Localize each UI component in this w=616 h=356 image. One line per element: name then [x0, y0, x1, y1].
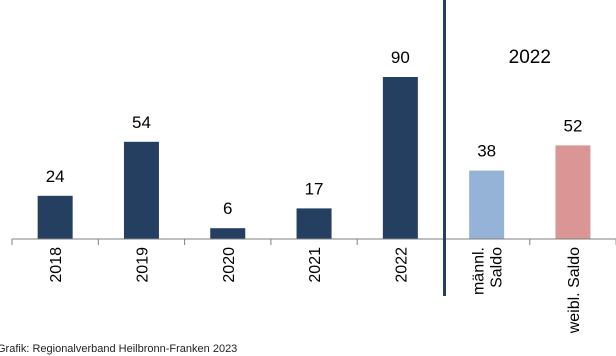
value-label-3: 17 — [305, 179, 324, 198]
bar-6 — [555, 145, 591, 239]
tick-label-0-line-0: 2018 — [48, 247, 65, 283]
tick-label-1-line-0: 2019 — [134, 247, 151, 283]
value-label-2: 6 — [223, 199, 232, 218]
group-label: 2022 — [509, 47, 551, 68]
bar-3 — [296, 208, 332, 239]
value-label-1: 54 — [132, 113, 151, 132]
tick-label-2: 2020 — [221, 247, 238, 283]
tick-label-6-line-0: weibl. Saldo — [566, 247, 583, 334]
tick-label-6: weibl. Saldo — [566, 247, 583, 334]
bar-5 — [469, 170, 505, 239]
tick-label-3: 2021 — [307, 247, 324, 283]
tick-label-1: 2019 — [134, 247, 151, 283]
tick-label-5-line-1: Saldo — [489, 247, 506, 288]
tick-label-3-line-0: 2021 — [307, 247, 324, 283]
tick-label-5: männl. Saldo — [471, 247, 506, 295]
bar-0 — [37, 195, 73, 239]
x-axis-ticks — [11, 239, 616, 245]
source-note: Grafik: Regionalverband Heilbronn-Franke… — [0, 343, 238, 355]
value-label-6: 52 — [563, 116, 582, 135]
tick-label-0: 2018 — [48, 247, 65, 283]
bars — [37, 77, 591, 239]
bar-2 — [210, 228, 246, 239]
bar-4 — [382, 77, 418, 239]
tick-label-2-line-0: 2020 — [221, 247, 238, 283]
value-label-5: 38 — [477, 142, 496, 161]
tick-label-5-line-0: männl. — [471, 247, 488, 295]
tick-label-4: 2022 — [393, 247, 410, 283]
bar-1 — [123, 141, 159, 239]
x-axis-tick-labels: 2018 2019 2020 2021 2022 männl. Saldo weibl. Sa… — [48, 247, 583, 334]
value-label-4: 90 — [391, 48, 410, 67]
value-labels: 24 54 6 17 90 38 52 — [46, 48, 583, 218]
value-label-0: 24 — [46, 167, 65, 186]
tick-label-4-line-0: 2022 — [393, 247, 410, 283]
